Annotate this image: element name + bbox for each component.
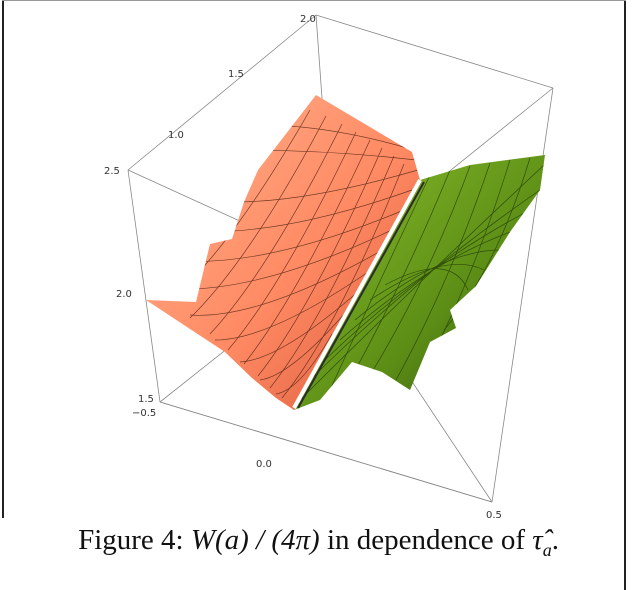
tick-top-1: 1.5	[228, 69, 244, 80]
tick-left-2: 1.5	[138, 394, 154, 405]
bottom-axis-ticks: −0.5 0.0 0.5	[132, 408, 502, 520]
top-axis-ticks: 2.0 1.5 1.0	[168, 14, 316, 141]
tick-top-2: 1.0	[168, 130, 184, 141]
tick-bottom-0: −0.5	[132, 408, 156, 419]
surface-plot-3d: 2.0 1.5 1.0 2.5 2.0 1.5 −0.5 0.0 0.5	[104, 14, 554, 520]
caption-symbol: τ̂a	[532, 524, 552, 560]
left-axis-ticks: 2.5 2.0 1.5	[104, 166, 154, 405]
figure-border-right	[624, 0, 626, 590]
tick-left-1: 2.0	[116, 289, 132, 300]
tick-top-0: 2.0	[300, 14, 316, 25]
tick-bottom-2: 0.5	[486, 510, 502, 520]
caption-text: in dependence of	[326, 524, 526, 556]
caption-label: Figure 4:	[78, 524, 184, 556]
bounding-box-front	[159, 401, 493, 503]
ridge-shadow	[297, 181, 425, 409]
caption-end: .	[551, 524, 559, 556]
tick-bottom-1: 0.0	[256, 459, 272, 470]
figure-border-left	[2, 0, 4, 518]
caption-math: W(a) / (4π)	[190, 524, 320, 556]
figure-caption: Figure 4: W(a) / (4π) in dependence of τ…	[0, 524, 637, 561]
figure-border-top	[2, 0, 626, 1]
ridge-line	[292, 179, 422, 409]
tick-left-0: 2.5	[104, 166, 120, 177]
